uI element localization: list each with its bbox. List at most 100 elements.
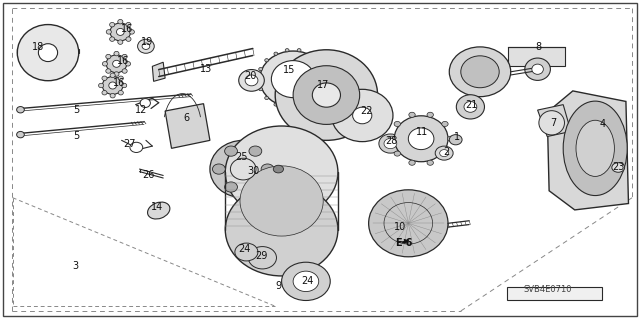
Ellipse shape xyxy=(109,37,115,41)
Ellipse shape xyxy=(17,131,24,138)
Ellipse shape xyxy=(102,76,107,80)
Ellipse shape xyxy=(148,202,170,219)
Ellipse shape xyxy=(394,151,401,156)
Ellipse shape xyxy=(110,23,131,41)
Ellipse shape xyxy=(212,164,225,174)
Text: 25: 25 xyxy=(236,152,248,162)
Ellipse shape xyxy=(114,72,119,76)
Ellipse shape xyxy=(225,183,338,276)
Ellipse shape xyxy=(324,87,328,91)
Text: 6: 6 xyxy=(184,113,190,123)
Text: SVB4E0710: SVB4E0710 xyxy=(524,285,572,294)
Ellipse shape xyxy=(118,40,123,44)
Ellipse shape xyxy=(427,112,433,117)
Ellipse shape xyxy=(230,158,256,180)
Ellipse shape xyxy=(394,116,448,162)
Ellipse shape xyxy=(612,163,625,172)
Ellipse shape xyxy=(384,138,397,149)
Text: 24: 24 xyxy=(238,244,251,255)
Ellipse shape xyxy=(118,19,123,24)
Polygon shape xyxy=(538,105,571,137)
Ellipse shape xyxy=(106,69,111,73)
Ellipse shape xyxy=(440,150,449,157)
Ellipse shape xyxy=(353,107,372,124)
Text: 1: 1 xyxy=(454,132,460,142)
Ellipse shape xyxy=(257,78,260,81)
Ellipse shape xyxy=(261,164,274,174)
Text: 30: 30 xyxy=(247,166,260,176)
Ellipse shape xyxy=(114,51,119,56)
Bar xyxy=(507,287,602,300)
Ellipse shape xyxy=(297,107,301,110)
Ellipse shape xyxy=(379,134,402,153)
Text: 5: 5 xyxy=(74,105,80,115)
Ellipse shape xyxy=(138,39,154,53)
Ellipse shape xyxy=(449,47,511,97)
Ellipse shape xyxy=(259,68,262,71)
Text: 16: 16 xyxy=(116,56,129,66)
Ellipse shape xyxy=(110,73,115,78)
Ellipse shape xyxy=(122,54,127,59)
Ellipse shape xyxy=(118,76,124,80)
Ellipse shape xyxy=(369,190,448,257)
Ellipse shape xyxy=(142,43,150,49)
Ellipse shape xyxy=(240,166,323,236)
Ellipse shape xyxy=(308,103,312,106)
Ellipse shape xyxy=(109,82,116,89)
Ellipse shape xyxy=(125,62,131,66)
Ellipse shape xyxy=(17,107,24,113)
Ellipse shape xyxy=(461,56,499,88)
Ellipse shape xyxy=(248,247,276,269)
Text: 29: 29 xyxy=(255,251,268,261)
Text: 24: 24 xyxy=(301,276,314,286)
Ellipse shape xyxy=(129,30,134,34)
Ellipse shape xyxy=(99,83,104,88)
Ellipse shape xyxy=(464,101,477,112)
Ellipse shape xyxy=(17,25,79,81)
Ellipse shape xyxy=(38,44,58,62)
Text: 27: 27 xyxy=(123,139,136,149)
Text: 2: 2 xyxy=(443,146,449,157)
Ellipse shape xyxy=(532,64,543,74)
Ellipse shape xyxy=(274,52,278,55)
Ellipse shape xyxy=(265,96,269,100)
Ellipse shape xyxy=(249,182,262,192)
Ellipse shape xyxy=(130,142,143,152)
Ellipse shape xyxy=(324,68,328,71)
Ellipse shape xyxy=(435,146,453,160)
Ellipse shape xyxy=(225,126,338,219)
Text: E-6: E-6 xyxy=(396,238,413,248)
Polygon shape xyxy=(547,91,628,210)
Ellipse shape xyxy=(122,83,127,88)
Ellipse shape xyxy=(563,101,627,196)
Ellipse shape xyxy=(297,48,301,52)
Ellipse shape xyxy=(259,87,262,91)
Ellipse shape xyxy=(110,93,115,98)
Ellipse shape xyxy=(265,59,269,62)
Ellipse shape xyxy=(109,22,115,27)
Ellipse shape xyxy=(317,59,321,62)
Ellipse shape xyxy=(275,50,378,140)
Text: 26: 26 xyxy=(142,170,155,180)
Ellipse shape xyxy=(388,136,395,141)
Text: 19: 19 xyxy=(141,37,154,47)
Ellipse shape xyxy=(210,140,276,198)
Ellipse shape xyxy=(239,70,264,91)
Ellipse shape xyxy=(408,128,434,150)
Ellipse shape xyxy=(106,54,111,59)
Ellipse shape xyxy=(409,160,415,165)
Text: 3: 3 xyxy=(72,261,79,271)
Text: 15: 15 xyxy=(283,64,296,75)
Ellipse shape xyxy=(539,111,564,135)
Ellipse shape xyxy=(116,28,124,35)
Ellipse shape xyxy=(282,262,330,300)
Ellipse shape xyxy=(308,52,312,55)
Ellipse shape xyxy=(235,243,258,261)
Text: 14: 14 xyxy=(150,202,163,212)
Text: 28: 28 xyxy=(385,136,398,146)
Ellipse shape xyxy=(456,95,484,119)
Ellipse shape xyxy=(225,182,237,192)
Text: 17: 17 xyxy=(317,80,330,91)
Ellipse shape xyxy=(447,136,454,141)
Text: 4: 4 xyxy=(600,119,606,130)
